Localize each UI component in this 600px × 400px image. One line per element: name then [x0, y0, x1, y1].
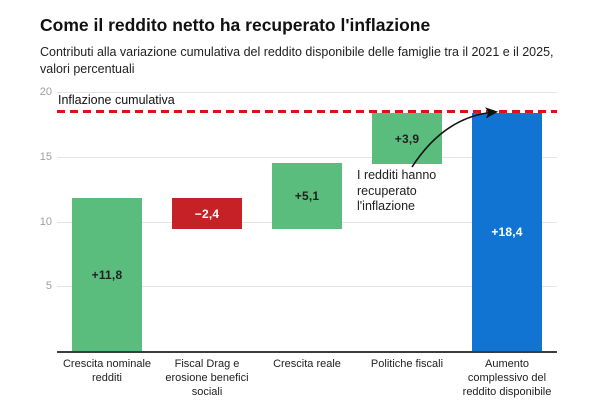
chart-title: Come il reddito netto ha recuperato l'in…: [40, 15, 431, 35]
x-axis-category-line: Fiscal Drag e: [174, 358, 240, 370]
x-axis-category-line: redditi: [92, 372, 122, 384]
annotation-text-line: l'inflazione: [357, 199, 415, 213]
waterfall-bar: +11,8: [72, 198, 142, 351]
y-axis-tick-label: 10: [39, 216, 52, 228]
annotation-text: I redditi hanno recuperato l'inflazione: [357, 168, 436, 215]
x-axis-category-line: erosione benefici: [165, 372, 249, 384]
x-axis-category-line: Crescita nominale: [62, 358, 152, 370]
chart-subtitle-line-2: valori percentuali: [40, 62, 135, 76]
gridline: [57, 286, 557, 287]
inflation-reference-line: [57, 110, 557, 113]
chart-subtitle-line-1: Contributi alla variazione cumulativa de…: [40, 45, 554, 59]
bar-value-label: +5,1: [294, 189, 320, 203]
waterfall-bar: +3,9: [372, 113, 442, 164]
bar-value-label: +3,9: [394, 131, 420, 146]
bar-value-label: +11,8: [91, 267, 123, 282]
reference-line-label: Inflazione cumulativa: [58, 93, 175, 107]
x-axis-category-label: Fiscal Drag e erosione benefici sociali: [151, 357, 263, 399]
waterfall-bar: +5,1: [272, 163, 342, 229]
y-axis-tick-label: 5: [45, 280, 52, 292]
annotation-text-line: I redditi hanno: [357, 168, 437, 182]
waterfall-bar: +18,4: [472, 113, 542, 351]
bar-value-label: −2,4: [194, 206, 220, 221]
x-axis-line: [57, 351, 557, 353]
x-axis-category-label: Aumento complessivo del reddito disponibil…: [451, 357, 563, 399]
x-axis-category-line: Aumento: [484, 358, 530, 370]
x-axis-category-line: Crescita reale: [273, 358, 341, 370]
bar-value-label: +18,4: [491, 225, 523, 239]
gridline: [57, 92, 557, 93]
x-axis-category-label: Crescita nominale redditi: [51, 357, 163, 385]
annotation-text-line: recuperato: [357, 183, 417, 198]
y-axis-tick-label: 15: [39, 151, 52, 163]
waterfall-bar: −2,4: [172, 198, 242, 229]
x-axis-category-label: Crescita reale: [251, 357, 363, 371]
x-axis-category-line: sociali: [191, 386, 223, 398]
x-axis-category-line: complessivo del: [467, 372, 547, 384]
y-axis-tick-label: 20: [39, 86, 52, 98]
x-axis-category-line: Politiche fiscali: [370, 358, 444, 370]
x-axis-category-line: reddito disponibile: [462, 386, 552, 398]
x-axis-category-label: Politiche fiscali: [351, 357, 463, 371]
gridline: [57, 157, 557, 158]
